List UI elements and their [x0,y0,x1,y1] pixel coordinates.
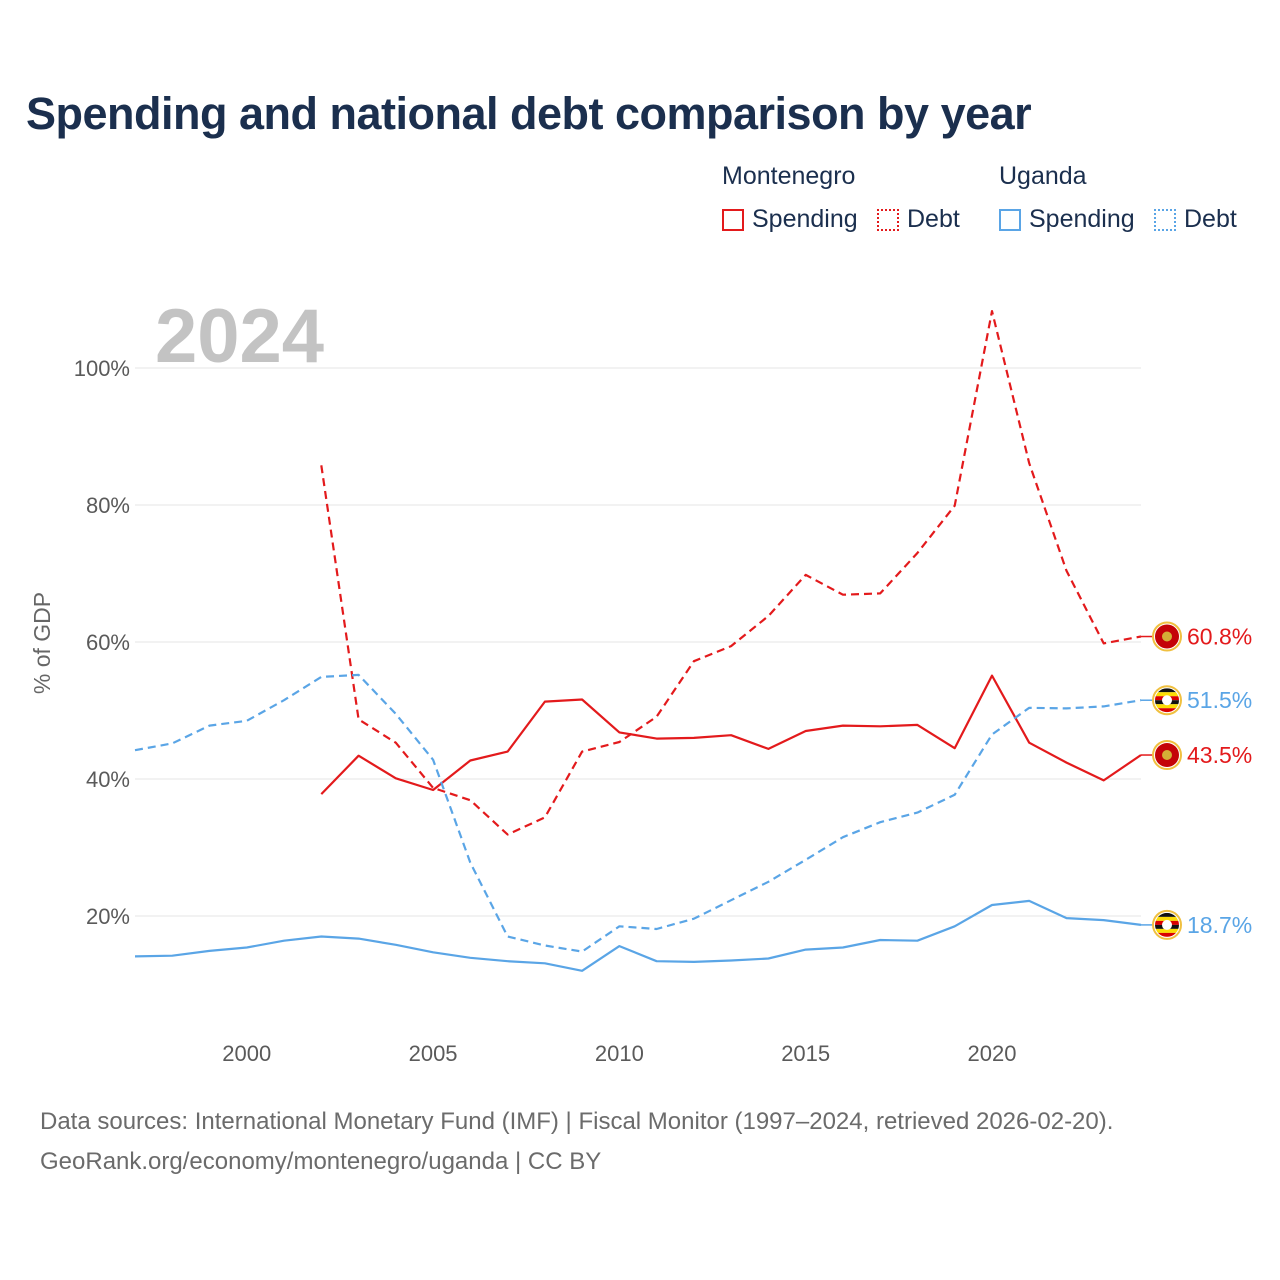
y-tick-label: 60% [86,630,130,655]
legend-uganda-debt[interactable]: Debt [1154,205,1237,234]
grid: 20% 40% 60% 80% 100% 2000 2005 2010 2015 2020 [74,356,1141,1066]
credit-link[interactable]: GeoRank.org/economy/montenegro/uganda | … [40,1148,602,1175]
legend-montenegro-title: Montenegro [722,162,856,190]
uganda-flag-icon [1152,909,1182,940]
legend-montenegro-debt[interactable]: Debt [877,205,960,234]
flag-emblem [1162,750,1172,761]
flag-emblem [1162,631,1172,642]
end-value-label: 18.7% [1187,912,1252,938]
x-tick-label: 2020 [967,1041,1016,1066]
end-labels: 43.5% 60.8% 18.7% 51.5% [1141,621,1252,940]
legend-montenegro-spending[interactable]: Spending [722,205,858,234]
legend-label: Spending [752,205,858,233]
uganda-flag-icon [1152,685,1182,716]
chart-title: Spending and national debt comparison by… [26,88,1032,139]
end-value-label: 60.8% [1187,624,1252,650]
x-tick-label: 2000 [222,1041,271,1066]
x-tick-label: 2015 [781,1041,830,1066]
legend-label: Spending [1029,205,1135,233]
flag-emblem [1162,695,1172,706]
series-line-uganda-spending [134,899,1142,972]
legend-label: Debt [907,205,960,233]
chart-plot: 20% 40% 60% 80% 100% 2000 2005 2010 2015 2020 202… [29,294,1252,1066]
montenegro-flag-icon [1152,621,1182,652]
end-value-label: 51.5% [1187,687,1252,713]
end-value-label: 43.5% [1187,742,1252,768]
y-tick-label: 20% [86,904,130,929]
legend-uganda-spending[interactable]: Spending [999,205,1135,234]
legend-swatch-dotted-icon [877,208,899,231]
y-tick-label: 100% [74,356,130,381]
x-tick-label: 2005 [409,1041,458,1066]
y-tick-label: 40% [86,767,130,792]
series-line-uganda-debt [134,673,1142,953]
legend-label: Debt [1184,205,1237,233]
source-note: Data sources: International Monetary Fun… [40,1108,1114,1135]
montenegro-flag-icon [1152,740,1182,771]
x-tick-label: 2010 [595,1041,644,1066]
legend-uganda-title: Uganda [999,162,1087,190]
series [134,310,1142,972]
legend-swatch-solid-icon [999,208,1021,231]
year-watermark: 2024 [155,294,324,379]
y-tick-label: 80% [86,493,130,518]
flag-emblem [1162,919,1172,930]
legend-swatch-dotted-icon [1154,208,1176,231]
legend-swatch-solid-icon [722,208,744,231]
series-line-montenegro-debt [320,310,1142,836]
y-axis-label: % of GDP [29,592,55,694]
series-line-montenegro-spending [320,674,1142,795]
